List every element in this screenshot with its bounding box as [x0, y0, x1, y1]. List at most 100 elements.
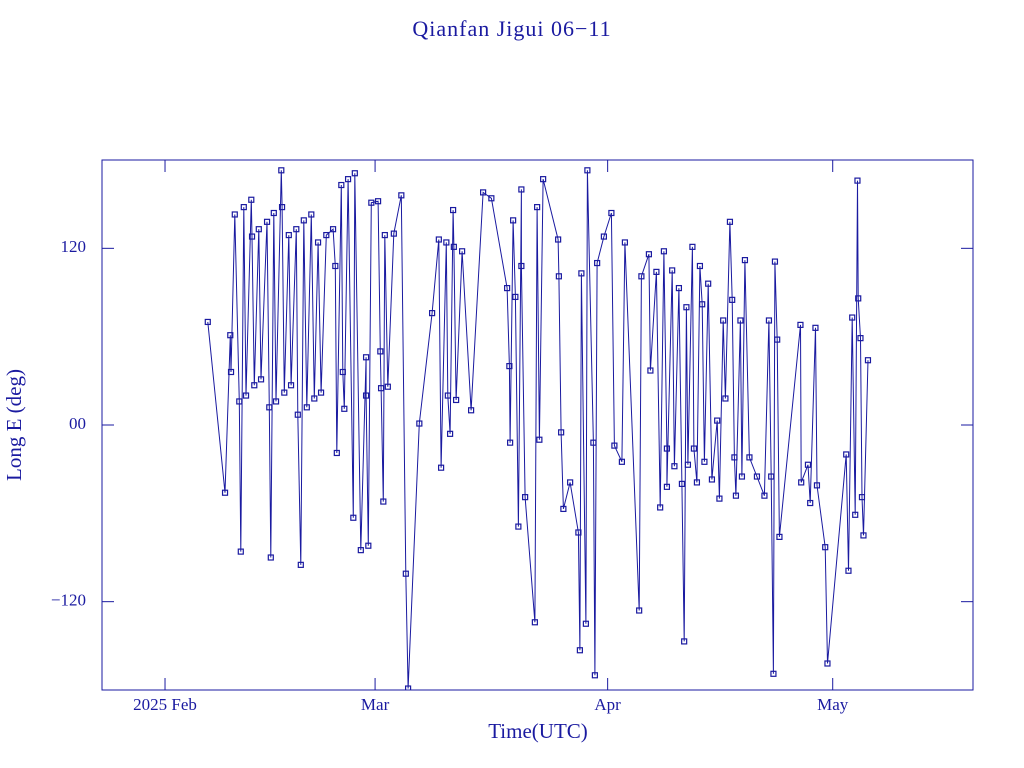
data-point: [663, 483, 671, 490]
data-point: [435, 236, 442, 243]
data-point: [255, 226, 262, 233]
y-tick-label: −120: [51, 591, 86, 610]
data-point: [512, 293, 519, 301]
data-point: [584, 167, 591, 174]
data-point: [843, 451, 850, 458]
data-point: [621, 239, 629, 246]
data-point: [263, 218, 271, 225]
data-point: [611, 442, 618, 449]
data-point: [329, 226, 337, 233]
data-point: [555, 273, 562, 280]
data-point: [705, 280, 712, 287]
data-point: [578, 270, 585, 277]
data-point: [636, 607, 643, 614]
data-point: [714, 417, 721, 424]
data-point: [618, 458, 625, 465]
data-point: [683, 304, 690, 311]
data-point: [531, 619, 538, 626]
data-point: [453, 396, 460, 404]
data-point: [272, 398, 280, 405]
data-point: [737, 317, 744, 324]
data-point: [824, 660, 831, 667]
data-point: [287, 382, 295, 389]
data-point: [404, 685, 412, 690]
data-point: [854, 177, 861, 184]
data-point: [807, 499, 814, 507]
data-point: [741, 257, 749, 264]
data-point: [339, 368, 346, 376]
data-point: [591, 672, 598, 679]
data-point: [731, 454, 738, 461]
data-point: [362, 392, 370, 399]
data-point: [357, 547, 364, 554]
data-point: [729, 296, 736, 303]
data-point: [362, 354, 370, 361]
data-point: [765, 317, 773, 324]
data-point: [864, 357, 872, 364]
data-point: [267, 554, 274, 561]
data-point: [689, 243, 696, 250]
data-point: [660, 248, 668, 255]
data-point: [534, 204, 541, 211]
data-point: [722, 395, 729, 402]
data-point: [278, 204, 286, 211]
data-point: [293, 226, 300, 233]
x-tick-label: Mar: [361, 695, 390, 714]
data-point: [300, 217, 307, 224]
data-point: [708, 476, 716, 483]
data-point: [669, 267, 676, 274]
data-point: [594, 259, 601, 267]
data-point: [398, 192, 405, 199]
data-point: [443, 239, 450, 246]
data-point: [657, 504, 664, 511]
data-point: [567, 479, 574, 486]
data-point: [813, 482, 821, 489]
data-point: [281, 389, 288, 396]
data-point: [518, 186, 525, 193]
data-point: [297, 561, 304, 568]
data-point: [333, 449, 340, 457]
data-point: [753, 473, 761, 480]
data-point: [317, 389, 325, 396]
data-point: [384, 383, 391, 390]
data-point: [344, 176, 352, 183]
data-point: [681, 638, 688, 645]
data-point: [510, 217, 517, 224]
data-point: [726, 218, 734, 225]
data-point: [540, 176, 547, 183]
data-point: [699, 301, 706, 308]
data-point: [240, 204, 247, 211]
chart-title: Qianfan Jigui 06−11: [412, 16, 611, 41]
data-point: [236, 398, 243, 405]
data-point: [696, 262, 704, 270]
y-axis-label: Long E (deg): [2, 369, 26, 481]
plot-area: [204, 167, 872, 690]
x-tick-label: 2025 Feb: [133, 695, 197, 714]
data-point: [693, 479, 701, 486]
data-point: [221, 489, 229, 496]
data-point: [797, 321, 804, 328]
data-point: [675, 284, 683, 292]
data-point: [374, 198, 382, 205]
data-point: [701, 458, 708, 465]
data-point: [380, 498, 387, 505]
data-point: [671, 463, 678, 470]
data-point: [231, 211, 238, 218]
data-point: [350, 514, 357, 521]
data-point: [285, 231, 292, 239]
data-point: [278, 167, 285, 174]
data-point: [774, 336, 781, 343]
x-tick-label: Apr: [594, 695, 621, 714]
data-point: [804, 461, 812, 468]
data-point: [377, 348, 384, 355]
data-point: [608, 209, 615, 217]
data-point: [638, 273, 645, 280]
data-point: [768, 473, 775, 480]
data-point: [416, 420, 423, 427]
data-point: [678, 480, 686, 487]
data-point: [536, 436, 543, 443]
data-point: [341, 405, 348, 412]
data-point: [446, 430, 454, 437]
data-point: [507, 439, 514, 446]
data-point: [444, 392, 451, 399]
